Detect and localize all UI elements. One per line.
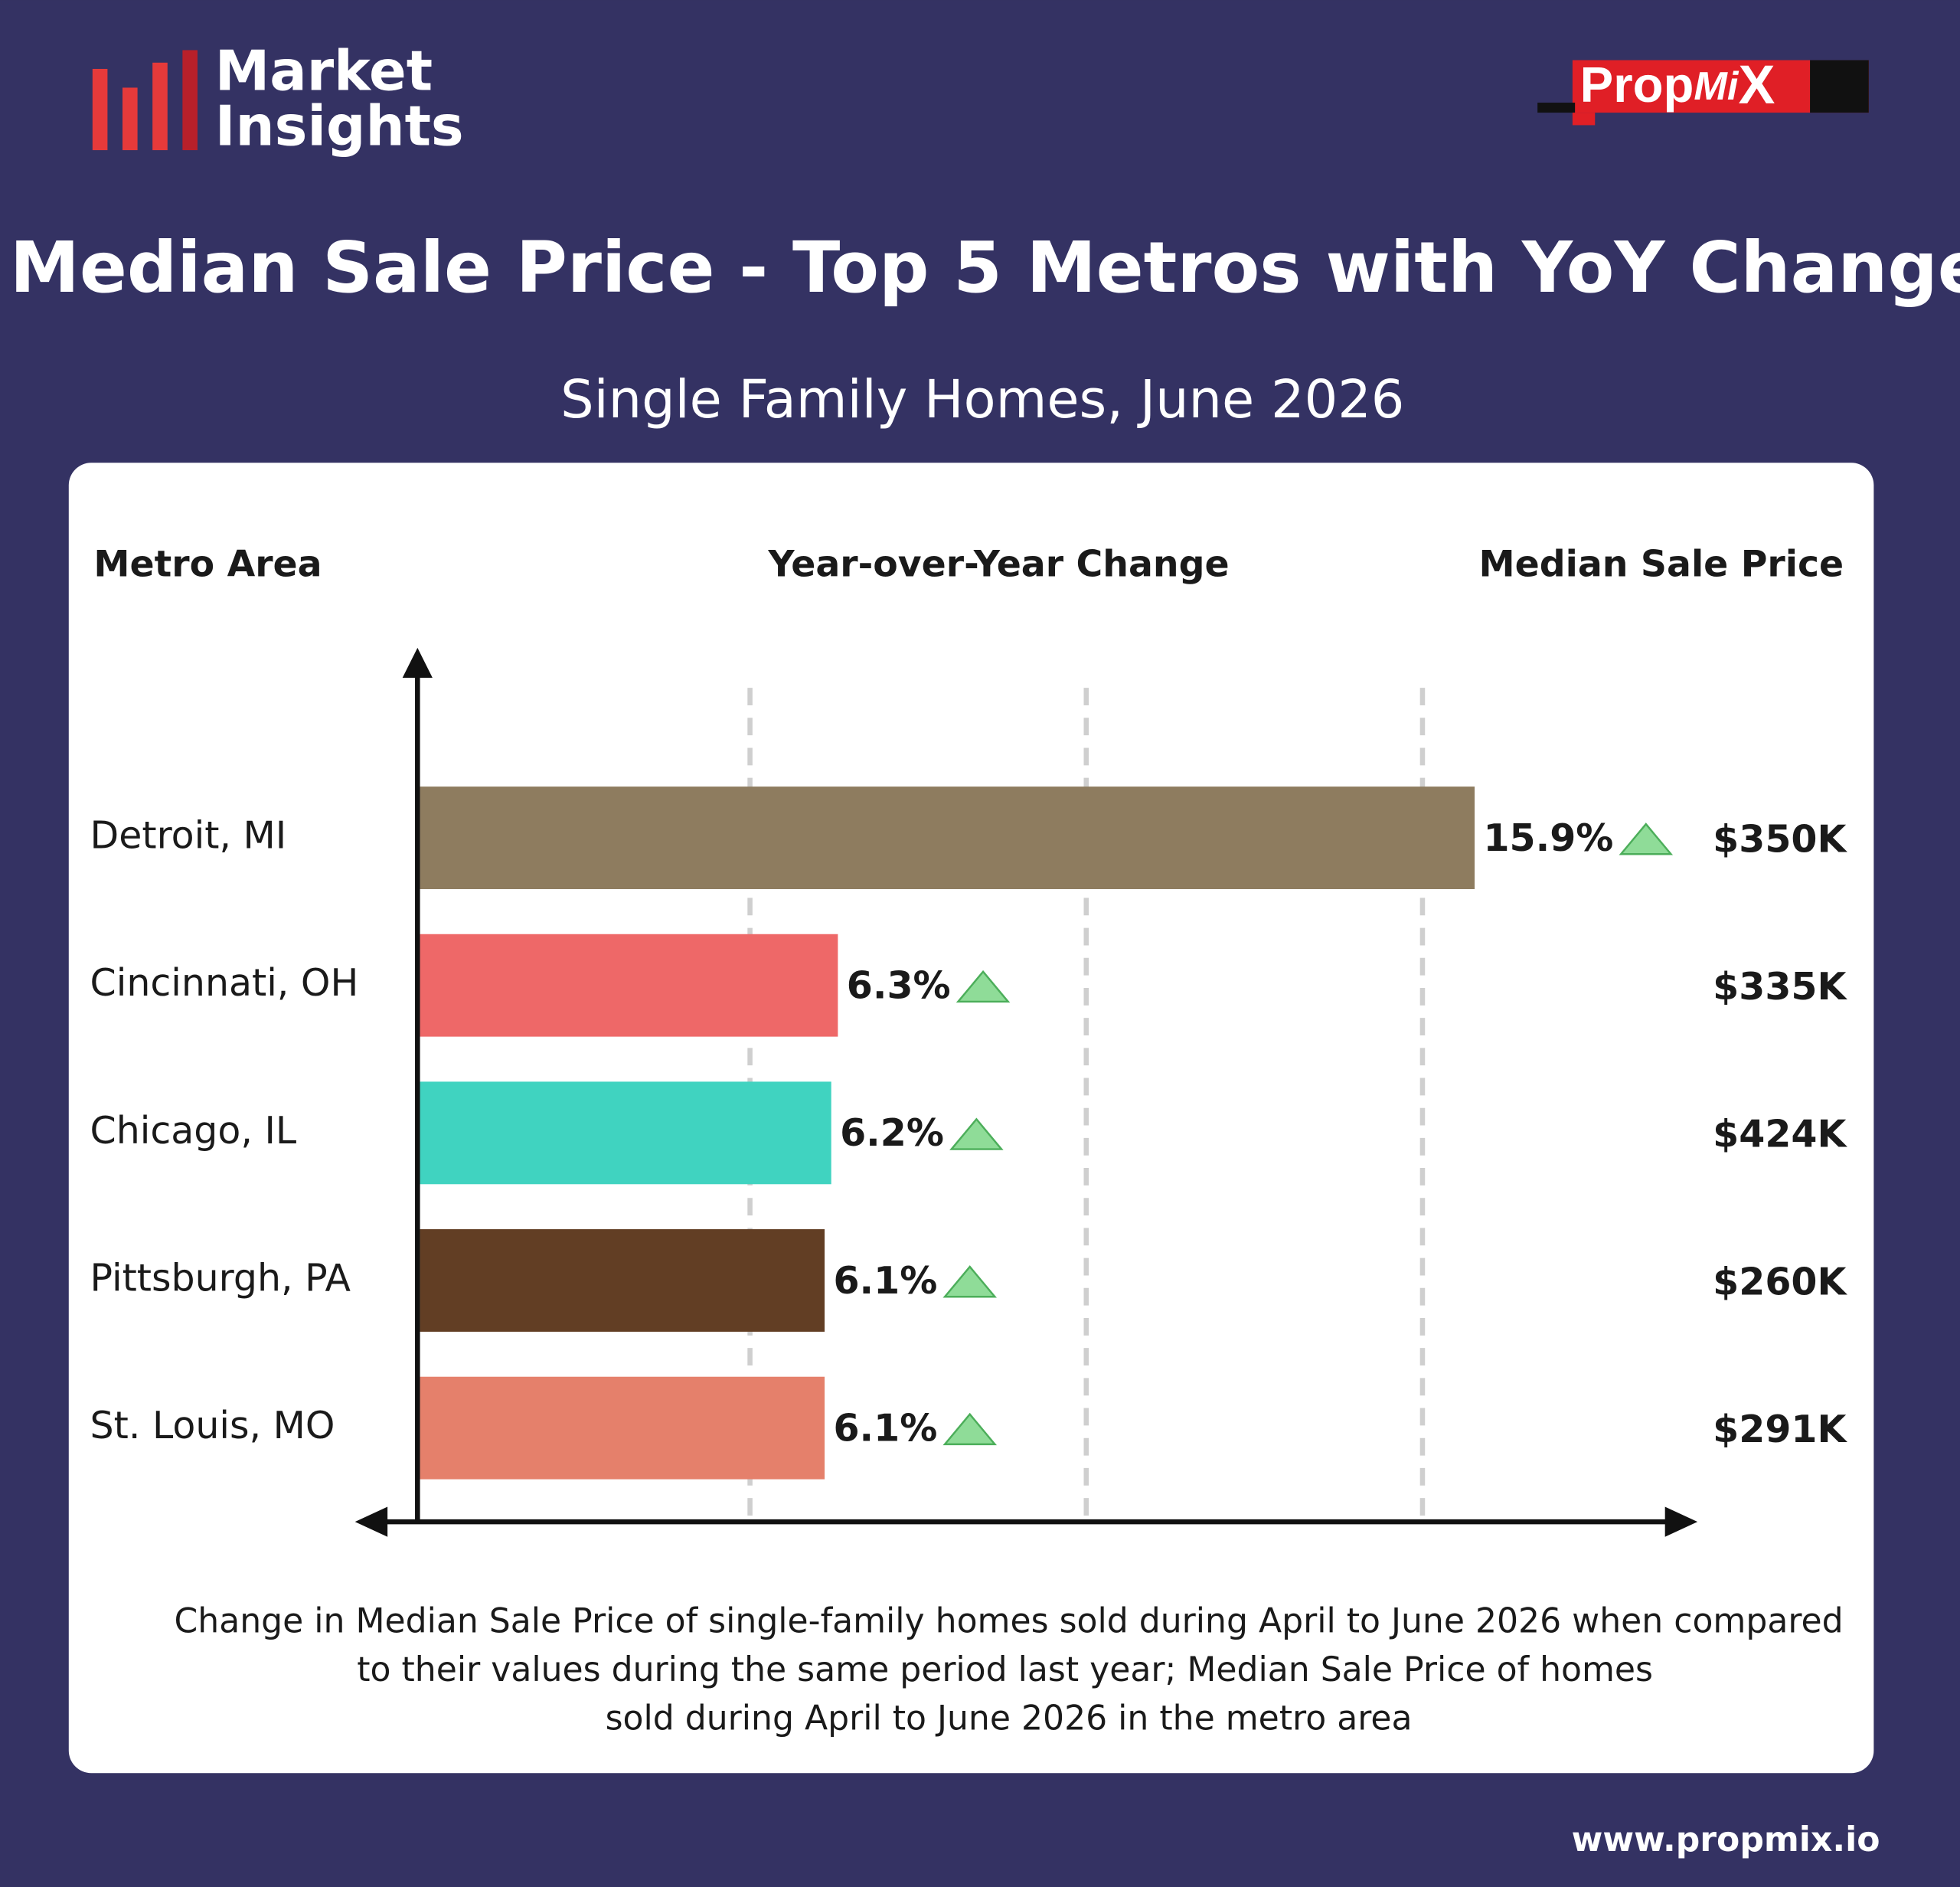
category-label: Chicago, IL — [90, 1109, 297, 1153]
value-label: 15.9% — [1483, 816, 1613, 860]
bar — [420, 934, 838, 1037]
value-label: 6.2% — [840, 1111, 944, 1155]
axes — [354, 647, 1698, 1537]
logo-part: Mi — [1694, 64, 1740, 109]
bar — [420, 1376, 825, 1480]
chart-subtitle: Single Family Homes, June 2026 — [560, 369, 1404, 430]
svg-text:PropMiX: PropMiX — [1580, 54, 1775, 116]
chart-title: Median Sale Price - Top 5 Metros with Yo… — [10, 227, 1960, 309]
logo-part: X — [1738, 54, 1775, 116]
price-label: $260K — [1713, 1260, 1847, 1303]
column-header: Median Sale Price — [1479, 544, 1844, 586]
value-label: 6.1% — [833, 1406, 937, 1450]
website: www.propmix.io — [1572, 1820, 1880, 1859]
card — [68, 463, 1874, 1774]
column-header: Year-over-Year Change — [767, 544, 1229, 586]
up-arrow — [942, 1412, 997, 1446]
footnote: Change in Median Sale Price of single-fa… — [174, 1601, 1843, 1640]
footnote: sold during April to June 2026 in the me… — [606, 1699, 1413, 1738]
bar — [420, 1229, 825, 1332]
price-label: $424K — [1713, 1113, 1847, 1156]
bar — [420, 787, 1475, 889]
up-arrow — [956, 970, 1011, 1003]
footnote: to their values during the same period l… — [357, 1650, 1653, 1689]
logo-part: Prop — [1580, 57, 1694, 113]
price-label: $350K — [1713, 817, 1847, 861]
column-header: Metro Area — [93, 544, 322, 586]
value-label: 6.3% — [847, 963, 951, 1007]
up-arrow — [1619, 822, 1674, 855]
category-label: St. Louis, MO — [90, 1404, 335, 1447]
logo: PropMiX — [1537, 54, 1869, 126]
category-label: Cincinnati, OH — [90, 961, 359, 1005]
category-label: Detroit, MI — [90, 814, 287, 858]
brand-line: Insights — [215, 93, 464, 158]
bars: Detroit, MI 15.9% $350K Cincinnati, OH 6.3% $… — [90, 787, 1847, 1480]
price-label: $291K — [1713, 1408, 1847, 1451]
category-label: Pittsburgh, PA — [90, 1256, 351, 1300]
brand-icon — [92, 50, 198, 151]
up-arrow — [949, 1117, 1004, 1150]
up-arrow — [942, 1265, 997, 1298]
brand-line: Market — [215, 39, 433, 103]
price-label: $335K — [1713, 965, 1847, 1009]
value-label: 6.1% — [833, 1259, 937, 1303]
bar — [420, 1081, 831, 1185]
